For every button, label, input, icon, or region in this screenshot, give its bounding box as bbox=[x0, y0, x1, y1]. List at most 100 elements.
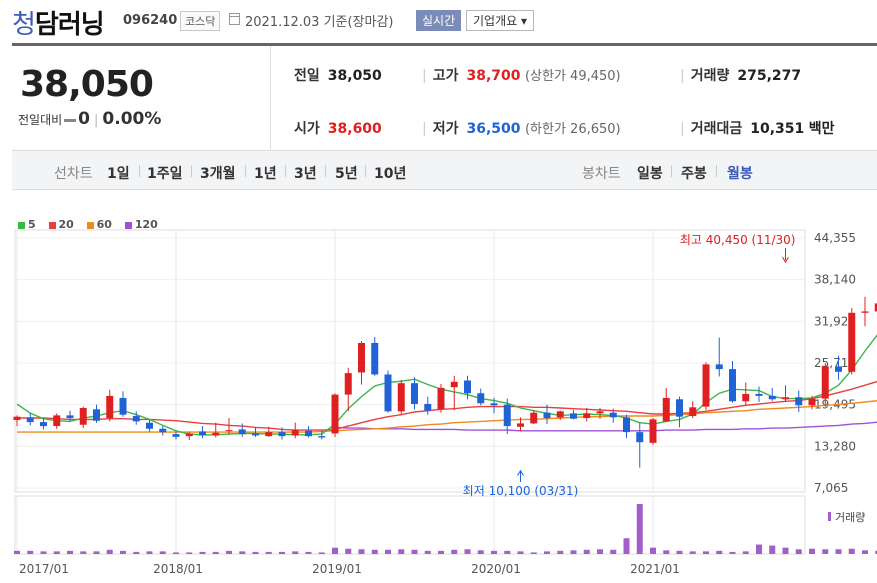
volume-bar bbox=[636, 504, 643, 554]
volume-bar bbox=[305, 551, 312, 554]
candle-body bbox=[93, 409, 100, 421]
volume-bar bbox=[544, 551, 550, 554]
volume-bar bbox=[265, 551, 272, 554]
candle-body bbox=[252, 433, 259, 436]
volume-bar bbox=[40, 551, 47, 554]
volume-bar bbox=[557, 550, 564, 554]
x-tick-label: 2021/01 bbox=[630, 562, 680, 576]
volume-bar bbox=[438, 550, 444, 554]
x-tick-label: 2017/01 bbox=[19, 562, 69, 576]
base-date: 2021.12.03 기준(장마감) bbox=[245, 15, 394, 30]
volume-bar bbox=[663, 550, 670, 554]
change-info: 전일대비 0 | 0.00% bbox=[18, 109, 162, 129]
candle-body bbox=[530, 412, 538, 424]
stock-header: 청담러닝 096240 코스닥 2021.12.03 기준(장마감) 실시간 기… bbox=[0, 0, 877, 44]
tab-3m[interactable]: 3개월 bbox=[200, 166, 236, 182]
candle-body bbox=[291, 430, 299, 436]
volume-bar bbox=[809, 548, 815, 554]
volume-bar bbox=[199, 551, 206, 554]
volume-bar bbox=[411, 549, 418, 554]
ma60-line bbox=[17, 400, 877, 433]
volume-bar bbox=[769, 545, 776, 554]
y-tick-label: 31,925 bbox=[814, 314, 856, 328]
volume-bar bbox=[570, 550, 577, 554]
volume-bar bbox=[477, 550, 484, 554]
candle-body bbox=[808, 398, 816, 406]
tab-5y[interactable]: 5년 bbox=[335, 166, 358, 182]
current-price: 38,050 bbox=[20, 64, 154, 105]
volume-bar bbox=[689, 551, 696, 554]
candle-body bbox=[636, 432, 644, 443]
volume-bar bbox=[292, 551, 299, 554]
tab-weekly[interactable]: 주봉 bbox=[681, 166, 707, 182]
high-price: | 고가 38,700 (상한가 49,450) bbox=[422, 68, 621, 84]
legend-ma20: 20 bbox=[48, 218, 74, 231]
volume-bar bbox=[517, 551, 524, 554]
volume-bar bbox=[159, 551, 166, 554]
tab-1y[interactable]: 1년 bbox=[254, 166, 277, 182]
candle-body bbox=[437, 387, 445, 410]
candle-body bbox=[503, 404, 511, 427]
max-arrow-head bbox=[782, 256, 789, 264]
candle-body bbox=[782, 397, 789, 400]
candle-body bbox=[583, 413, 591, 419]
candle-body bbox=[848, 312, 856, 372]
y-tick-label: 44,355 bbox=[814, 231, 856, 245]
volume-bar bbox=[318, 552, 325, 554]
x-tick-label: 2020/01 bbox=[471, 562, 521, 576]
volume-bar bbox=[252, 551, 259, 554]
volume-bar bbox=[239, 551, 246, 554]
candle-body bbox=[185, 433, 193, 437]
candle-body bbox=[40, 422, 47, 427]
candle-body bbox=[53, 415, 61, 427]
line-chart-label: 선차트 bbox=[54, 166, 93, 182]
volume-bar bbox=[14, 550, 20, 554]
volume-bar bbox=[650, 547, 656, 554]
volume-bar bbox=[173, 552, 179, 554]
tab-1w[interactable]: 1주일 bbox=[147, 166, 183, 182]
company-overview-button[interactable]: 기업개요 ▾ bbox=[466, 10, 535, 31]
volume-bar bbox=[27, 550, 34, 554]
candle-body bbox=[318, 436, 326, 438]
volume-bar bbox=[597, 549, 603, 554]
candle-body bbox=[821, 366, 829, 399]
volume-bar bbox=[530, 552, 537, 554]
candle-body bbox=[225, 430, 233, 432]
low-price: | 저가 36,500 (하한가 26,650) bbox=[422, 121, 621, 137]
ma5-line bbox=[16, 334, 877, 436]
tab-monthly[interactable]: 월봉 bbox=[727, 166, 753, 182]
flat-icon bbox=[64, 119, 77, 122]
candle-body bbox=[689, 407, 697, 417]
tab-3y[interactable]: 3년 bbox=[294, 166, 317, 182]
calendar-icon bbox=[229, 13, 240, 25]
volume-bar bbox=[106, 549, 113, 554]
volume-bar bbox=[848, 548, 855, 554]
x-tick-label: 2018/01 bbox=[153, 562, 203, 576]
volume-bar bbox=[385, 549, 391, 554]
tab-10y[interactable]: 10년 bbox=[374, 166, 407, 182]
volume-bar bbox=[703, 551, 709, 554]
candle-body bbox=[172, 434, 180, 437]
stock-code: 096240 bbox=[123, 13, 178, 28]
volume-bar bbox=[146, 551, 153, 554]
realtime-button[interactable]: 실시간 bbox=[416, 10, 462, 31]
volume-bar bbox=[93, 551, 100, 554]
candle-body bbox=[835, 366, 842, 372]
volume-bar bbox=[583, 549, 590, 554]
volume-bar bbox=[332, 547, 338, 554]
candle-body bbox=[662, 397, 670, 422]
max-annotation: 최고 40,450 (11/30) bbox=[680, 233, 796, 247]
candle-body bbox=[212, 432, 220, 436]
candle-body bbox=[265, 432, 273, 437]
volume-bar bbox=[742, 551, 749, 554]
candle-body bbox=[397, 383, 405, 412]
tab-1d[interactable]: 1일 bbox=[107, 166, 130, 182]
candle-body bbox=[623, 417, 630, 433]
ma20-line bbox=[17, 380, 877, 431]
tab-daily[interactable]: 일봉 bbox=[637, 166, 663, 182]
volume-label: 거래량 bbox=[835, 511, 865, 524]
candle-chart-label: 봉차트 bbox=[582, 166, 621, 182]
volume-bar bbox=[279, 551, 285, 554]
chevron-down-icon: ▾ bbox=[521, 14, 528, 28]
period-bar: 선차트 1일 1주일 3개월 1년 3년 5년 10년 봉차트 일봉 주봉 월봉 bbox=[12, 150, 877, 190]
